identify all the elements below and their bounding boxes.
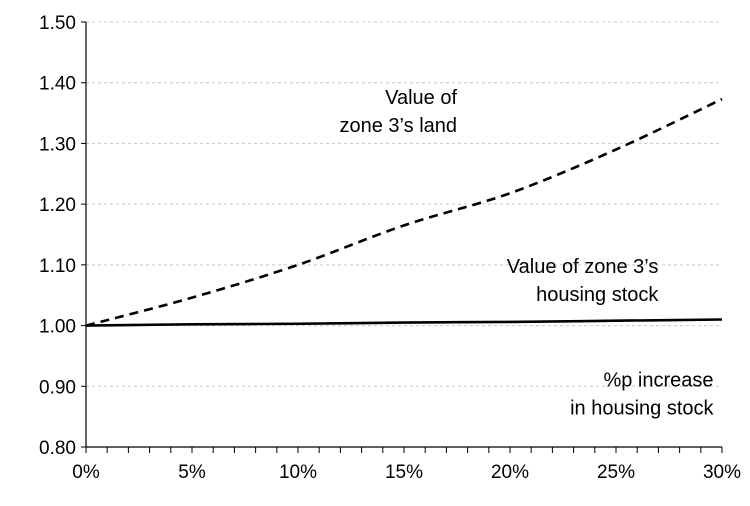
annotation-2-line-0: %p increase [603, 369, 713, 391]
x-tick-label-1: 5% [178, 462, 206, 483]
gridlines [86, 21, 722, 387]
tick-labels: 0.80 0.90 1.00 1.10 1.20 1.30 1.40 1.50 0% 5% 10% 1… [39, 13, 741, 483]
y-tick-label-4: 1.20 [39, 195, 76, 216]
x-tick-label-4: 20% [491, 462, 529, 483]
axes [81, 21, 723, 453]
annotation-0-line-0: Value of [385, 87, 457, 109]
annotation-1: Value of zone 3’s housing stock [507, 256, 660, 306]
x-tick-label-2: 10% [279, 462, 317, 483]
annotation-1-line-0: Value of zone 3’s [507, 256, 659, 278]
annotation-0-line-1: zone 3’s land [340, 115, 458, 137]
series-line-1 [85, 318, 723, 327]
annotation-1-line-1: housing stock [536, 284, 659, 306]
y-tick-label-0: 0.80 [39, 438, 76, 459]
series-line-0 [85, 97, 723, 327]
y-tick-label-1: 0.90 [39, 377, 76, 398]
x-tick-label-5: 25% [597, 462, 635, 483]
y-tick-label-2: 1.00 [39, 317, 76, 338]
y-tick-label-6: 1.40 [39, 74, 76, 95]
x-tick-label-0: 0% [72, 462, 100, 483]
y-tick-label-7: 1.50 [39, 13, 76, 34]
annotation-2-line-1: in housing stock [570, 397, 714, 419]
y-tick-label-3: 1.10 [39, 256, 76, 277]
annotations: Value of zone 3’s land Value of zone 3’s ho… [340, 87, 715, 419]
annotation-2: %p increase in housing stock [570, 369, 714, 419]
series-lines [85, 97, 723, 327]
y-tick-label-5: 1.30 [39, 134, 76, 155]
annotation-0: Value of zone 3’s land [340, 87, 458, 137]
x-tick-label-3: 15% [385, 462, 423, 483]
x-tick-label-6: 30% [703, 462, 741, 483]
